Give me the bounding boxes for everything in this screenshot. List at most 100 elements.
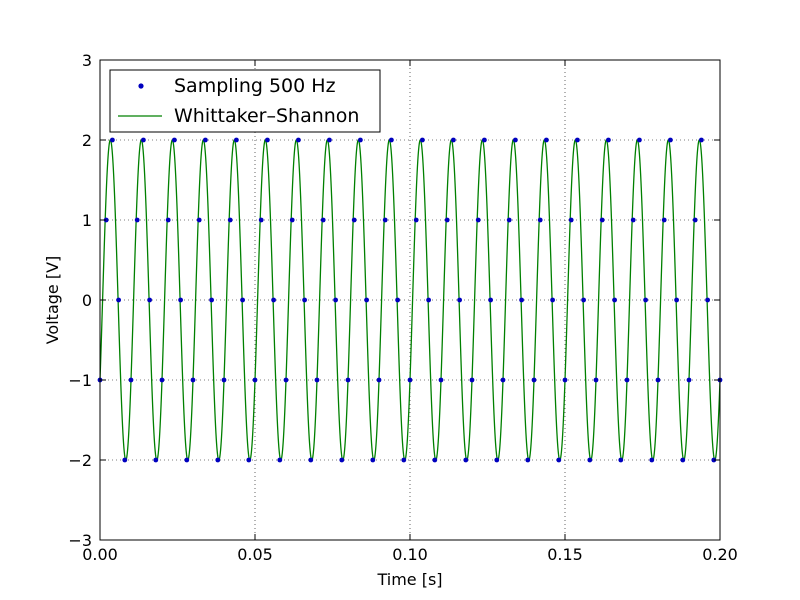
sample-point	[544, 137, 549, 143]
sample-point	[475, 217, 481, 223]
sample-point	[575, 137, 580, 143]
legend-marker-sampling	[138, 83, 144, 89]
sample-point	[420, 137, 425, 143]
sample-point	[500, 377, 506, 383]
sample-point	[699, 137, 704, 143]
sample-point	[568, 217, 574, 223]
x-tick-label: 0.05	[237, 545, 273, 564]
sample-point	[376, 377, 382, 383]
sample-point	[190, 377, 196, 383]
sample-point	[178, 297, 184, 303]
sample-point	[556, 457, 562, 463]
y-tick-label: −3	[68, 531, 92, 550]
sample-point	[103, 217, 109, 223]
sample-point	[122, 457, 128, 463]
sample-point	[159, 377, 165, 383]
x-tick-label: 0.15	[547, 545, 583, 564]
legend-box	[109, 69, 381, 133]
sample-point	[110, 137, 115, 143]
sample-point	[606, 137, 611, 143]
sample-point	[488, 297, 493, 303]
sample-point	[655, 377, 661, 383]
sample-point	[234, 137, 239, 143]
sample-point	[692, 217, 698, 223]
sample-point	[550, 297, 555, 303]
sample-point	[674, 297, 679, 303]
sample-point	[587, 457, 593, 463]
sample-point	[593, 377, 599, 383]
sample-point	[289, 217, 295, 223]
sample-point	[265, 137, 270, 143]
sample-point	[643, 297, 648, 303]
sample-point	[451, 137, 456, 143]
sample-point	[172, 137, 177, 143]
x-tick-label: 0.00	[82, 545, 118, 564]
sample-point	[711, 457, 717, 463]
sample-point	[308, 457, 314, 463]
sample-point	[333, 297, 338, 303]
sample-point	[227, 217, 233, 223]
x-tick-label: 0.20	[702, 545, 738, 564]
y-tick-label: 1	[82, 211, 92, 230]
sample-point	[203, 137, 208, 143]
sample-point	[196, 217, 202, 223]
sample-point	[438, 377, 444, 383]
sample-point	[302, 297, 307, 303]
y-tick-label: −1	[68, 371, 92, 390]
sample-point	[525, 457, 531, 463]
sample-point	[599, 217, 605, 223]
sample-point	[457, 297, 462, 303]
sample-point	[252, 377, 258, 383]
sample-point	[531, 377, 537, 383]
sample-point	[389, 137, 394, 143]
sample-point	[686, 377, 692, 383]
legend: Sampling 500 Hz Whittaker–Shannon	[109, 69, 381, 133]
sample-point	[339, 457, 345, 463]
sample-point	[513, 137, 518, 143]
x-tick-label: 0.10	[392, 545, 428, 564]
sample-point	[432, 457, 438, 463]
sample-point	[537, 217, 543, 223]
x-tick-labels: 0.00 0.05 0.10 0.15 0.20	[82, 545, 738, 564]
sample-point	[221, 377, 227, 383]
sample-point	[581, 297, 586, 303]
sample-point	[209, 297, 215, 303]
sample-point	[141, 137, 146, 143]
sample-point	[395, 297, 400, 303]
y-axis-label: Voltage [V]	[43, 256, 62, 345]
sample-point	[358, 137, 363, 143]
sample-point	[128, 377, 134, 383]
sample-point	[215, 457, 221, 463]
sample-point	[165, 217, 171, 223]
sample-point	[407, 377, 413, 383]
sample-point	[618, 457, 624, 463]
y-tick-label: −2	[68, 451, 92, 470]
y-tick-label: 3	[82, 51, 92, 70]
sample-point	[246, 457, 252, 463]
legend-label-whittaker-shannon: Whittaker–Shannon	[174, 105, 359, 127]
sample-point	[271, 297, 276, 303]
sample-point	[153, 457, 159, 463]
sample-point	[364, 297, 369, 303]
sample-point	[661, 217, 667, 223]
y-tick-labels: −3 −2 −1 0 1 2 3	[68, 51, 92, 550]
sample-point	[382, 217, 388, 223]
sample-point	[320, 217, 326, 223]
sample-point	[668, 137, 673, 143]
y-tick-label: 0	[82, 291, 92, 310]
sample-point	[482, 137, 487, 143]
axis-ticks	[99, 59, 721, 541]
sample-point	[680, 457, 686, 463]
sample-point	[637, 137, 642, 143]
sample-points-layer	[97, 137, 723, 463]
sample-point	[314, 377, 320, 383]
sample-point	[345, 377, 351, 383]
sample-point	[612, 297, 617, 303]
sample-point	[277, 457, 283, 463]
sample-point	[413, 217, 419, 223]
sample-point	[116, 297, 121, 303]
sample-point	[296, 137, 301, 143]
sample-point	[649, 457, 655, 463]
